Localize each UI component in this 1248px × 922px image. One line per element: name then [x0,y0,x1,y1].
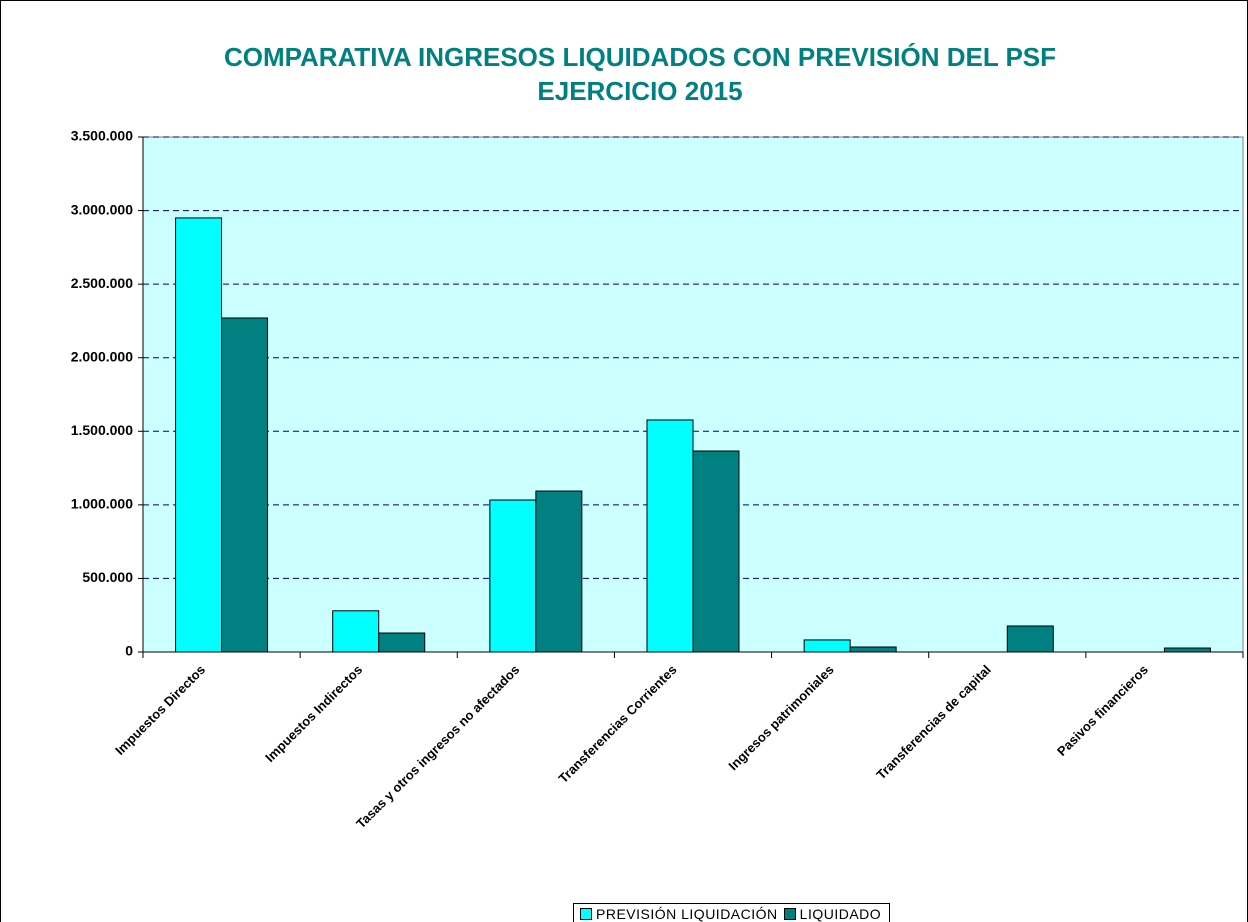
bar [646,419,694,653]
bar [803,639,851,653]
legend-swatch [580,907,592,920]
x-tick-label: Transferencias Corrientes [556,662,680,786]
bar [849,646,897,653]
x-tick-label: Impuestos Directos [112,662,208,758]
y-tick-label: 2.000.000 [71,348,133,364]
legend-label: PREVISIÓN LIQUIDACIÓN [596,905,778,922]
bar [221,317,269,653]
bar [175,217,223,653]
y-tick-label: 3.000.000 [71,201,133,217]
x-tick-label: Pasivos financieros [1054,662,1151,759]
bar [378,632,426,653]
x-tick-label: Transferencias de capital [873,662,993,782]
bar [332,610,380,653]
bar [489,499,537,653]
x-tick-label: Ingresos patrimoniales [725,662,836,773]
legend-swatch [783,907,796,920]
y-tick-label: 0 [125,643,133,659]
y-tick-label: 500.000 [82,569,133,585]
y-tick-label: 2.500.000 [71,275,133,291]
bar [1006,625,1054,653]
y-tick-label: 1.500.000 [71,422,133,438]
y-tick-label: 1.000.000 [71,496,133,512]
x-tick-label: Impuestos Indirectos [262,662,365,765]
legend-label: LIQUIDADO [799,905,882,922]
bar [535,490,583,653]
x-tick-label: Tasas y otros ingresos no afectados [353,662,522,831]
bar [1163,647,1211,653]
chart-title: COMPARATIVA INGRESOS LIQUIDADOS CON PREV… [223,42,1057,106]
y-tick-label: 3.500.000 [71,128,133,144]
bar [692,450,740,653]
legend: PREVISIÓN LIQUIDACIÓN LIQUIDADO [573,903,891,922]
